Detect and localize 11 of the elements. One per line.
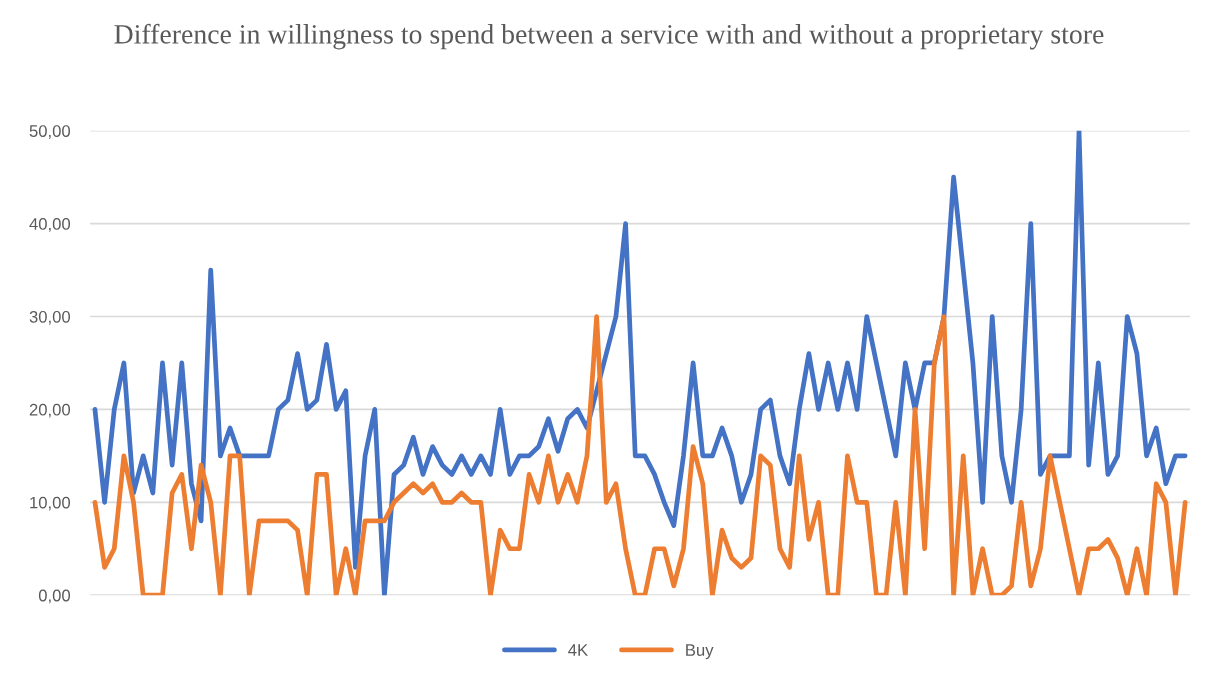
line-series (92, 314, 1188, 596)
chart-title: Difference in willingness to spend between a service with and without a proprietary store (114, 23, 1104, 50)
y-tick-label: 0,00 (38, 589, 71, 604)
y-tick-label: 10,00 (30, 496, 71, 511)
legend-label: Buy (686, 644, 714, 660)
legend-label: 4K (568, 644, 588, 656)
y-tick-label: 40,00 (29, 218, 71, 232)
line-series (92, 130, 1188, 596)
y-tick-label: 50,00 (29, 125, 71, 139)
y-tick-label: 20,00 (29, 403, 71, 418)
y-tick-label: 30,00 (29, 310, 71, 325)
